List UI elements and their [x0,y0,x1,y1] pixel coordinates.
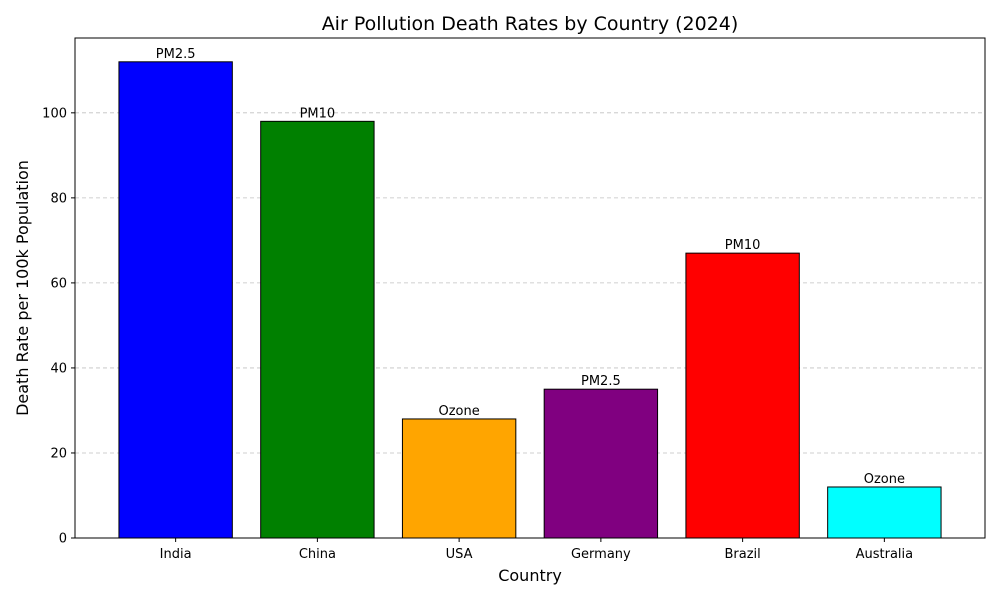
bar-value-label: PM10 [300,106,336,121]
y-axis-label: Death Rate per 100k Population [13,160,32,416]
y-tick-label: 40 [50,361,67,376]
bars [118,61,942,539]
y-axis-ticks: 0 20 40 60 80 100 [42,106,75,547]
x-axis-ticks: India China USA Germany Brazil Australia [160,538,913,562]
y-tick-label: 60 [50,276,67,291]
bar-usa [401,418,517,539]
y-tick-label: 80 [50,191,67,206]
chart-title: Air Pollution Death Rates by Country (20… [322,13,739,35]
y-tick-label: 20 [50,446,67,461]
x-tick-label: Germany [571,547,631,562]
gridlines [75,112,985,454]
y-tick-label: 100 [42,106,67,121]
x-tick-label: China [299,547,336,562]
x-tick-label: India [160,547,192,562]
bar-value-label: Ozone [439,404,480,419]
x-tick-label: USA [446,547,473,562]
bar-labels: PM2.5 PM10 Ozone PM2.5 PM10 Ozone [156,47,905,487]
bar-value-label: PM2.5 [156,47,196,62]
bar-brazil [685,252,800,539]
x-axis-label: Country [498,566,562,585]
plot-frame [74,37,986,539]
y-tick-label: 0 [59,532,67,547]
x-tick-label: Australia [856,547,914,562]
bar-value-label: PM2.5 [581,374,621,389]
bar-value-label: PM10 [725,238,761,253]
bar-australia [827,486,942,539]
bar-india [118,61,233,539]
bar-value-label: Ozone [864,472,905,487]
x-tick-label: Brazil [724,547,760,562]
bar-germany [543,388,659,539]
bar-china [260,120,375,539]
